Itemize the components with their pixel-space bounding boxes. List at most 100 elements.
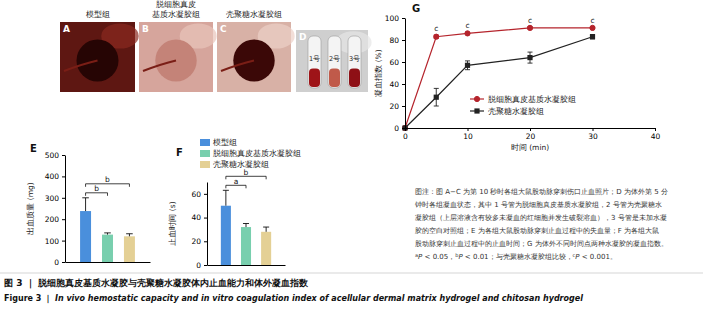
error-cap bbox=[223, 190, 229, 191]
tick: 400 bbox=[45, 172, 65, 181]
tick: 100 bbox=[45, 237, 65, 246]
tick: 60 bbox=[389, 58, 405, 67]
photo-detail bbox=[64, 61, 98, 72]
bar bbox=[261, 232, 271, 265]
tick: 500 bbox=[45, 151, 65, 160]
tick: 100 bbox=[385, 14, 405, 23]
photo-panel: B bbox=[139, 22, 217, 92]
tick-mark bbox=[204, 194, 207, 195]
error-bar bbox=[85, 198, 86, 211]
error-cap bbox=[465, 60, 470, 61]
error-cap bbox=[465, 69, 470, 70]
figure-title: 图 3 ｜ 脱细胞真皮基质水凝胶与壳聚糖水凝胶体内止血能力和体外凝血指数 bbox=[4, 278, 309, 289]
photo bbox=[296, 30, 368, 92]
plot-area bbox=[221, 190, 271, 265]
marker bbox=[590, 34, 595, 39]
error-bar bbox=[246, 224, 247, 228]
axis-line bbox=[208, 265, 286, 266]
error-cap bbox=[528, 63, 533, 64]
tube bbox=[308, 36, 321, 88]
y-axis: 0 100 200 300 400 500 bbox=[45, 151, 66, 267]
legend-marker bbox=[474, 108, 479, 113]
tick-mark bbox=[402, 84, 405, 85]
caption-line: 胶的空白对照组；E 为各组大鼠股动脉穿刺止血过程中的失血量；F 为各组大鼠 bbox=[415, 227, 659, 235]
tick-mark bbox=[468, 128, 469, 131]
tick-label: 0 bbox=[403, 132, 408, 141]
tick-label: 20 bbox=[526, 132, 536, 141]
tick-label: 10 bbox=[463, 132, 473, 141]
figure-title-en: Figure 3 ｜ In vivo hemostatic capacity a… bbox=[4, 294, 583, 304]
tick-label: 400 bbox=[45, 172, 60, 181]
tick: 40 bbox=[389, 80, 405, 89]
tick-mark bbox=[62, 241, 65, 242]
error-cap bbox=[434, 88, 439, 89]
tick-mark bbox=[405, 128, 406, 131]
legend: 脱细胞真皮基质水凝胶组壳聚糖水凝胶组 bbox=[470, 95, 576, 116]
tick-label: 100 bbox=[45, 237, 60, 246]
tick: 0 bbox=[54, 258, 65, 267]
error-cap bbox=[126, 233, 133, 234]
error-bar bbox=[266, 227, 267, 232]
group-label: 壳聚糖水凝胶组 bbox=[226, 10, 282, 19]
tube bbox=[348, 36, 361, 88]
marker bbox=[465, 31, 470, 36]
legend-swatch bbox=[200, 161, 210, 168]
tick-label: 20 bbox=[389, 102, 399, 111]
tick-label: 60 bbox=[389, 58, 399, 67]
photo-detail bbox=[221, 61, 254, 72]
tube bbox=[328, 36, 341, 88]
caption-segment: < 0.05， bbox=[422, 253, 455, 261]
legend-label: 壳聚糖水凝胶组 bbox=[213, 160, 269, 169]
plot-area bbox=[80, 198, 135, 262]
tick: 40 bbox=[191, 213, 207, 222]
tick-label: 40 bbox=[191, 213, 201, 222]
tick-mark bbox=[402, 18, 405, 19]
tick-label: 100 bbox=[385, 14, 400, 23]
caption-line: 股动脉穿刺止血过程中的止血时间；G 为体外不同时间点两种水凝胶的凝血指数。 bbox=[415, 240, 668, 248]
panel-letter: E bbox=[30, 143, 37, 154]
caption-line: 图注：图 A−C 为第 10 秒时各组大鼠股动脉穿刺伤口止血照片；D 为体外第 … bbox=[415, 188, 668, 196]
axis-title: 时间 (min) bbox=[511, 143, 549, 152]
error-cap bbox=[82, 197, 89, 198]
tick: 20 bbox=[389, 102, 405, 111]
tube-content bbox=[309, 68, 320, 87]
axis-title: 凝血指数 (%) bbox=[374, 49, 383, 96]
marker bbox=[434, 95, 439, 100]
significance-label: b bbox=[94, 184, 99, 193]
separator bbox=[0, 273, 703, 274]
x-axis bbox=[208, 265, 286, 266]
tick: 0 bbox=[196, 261, 207, 270]
y-axis: 020406080100 bbox=[385, 14, 406, 133]
x-axis: 0 10 20 30 40 bbox=[403, 128, 660, 141]
tick-mark bbox=[204, 218, 207, 219]
tick-mark bbox=[62, 219, 65, 220]
caption-segment: < 0.001。 bbox=[580, 253, 617, 261]
tick-label: 30 bbox=[588, 132, 598, 141]
group-label: 基质水凝胶组 bbox=[152, 10, 200, 19]
tick-mark bbox=[402, 62, 405, 63]
error-cap bbox=[104, 232, 111, 233]
tick-mark bbox=[62, 155, 65, 156]
tick-label: 200 bbox=[45, 215, 60, 224]
bar bbox=[80, 211, 91, 262]
line-chart: cccc020406080100010203040时间 (min)凝血指数 (%… bbox=[374, 3, 660, 152]
tick-mark bbox=[402, 128, 405, 129]
group-label: 脱细胞真皮 bbox=[156, 0, 196, 9]
bar bbox=[241, 227, 251, 265]
tick-mark bbox=[530, 128, 531, 131]
caption-line: 钟时各组凝血状态，其中 1 号管为脱细胞真皮基质水凝胶组，2 号管为壳聚糖水 bbox=[414, 201, 662, 209]
panel-letter: C bbox=[220, 24, 227, 34]
tick: 40 bbox=[651, 128, 661, 141]
axis-title: 出血质量 (mg) bbox=[26, 182, 35, 234]
tick-mark bbox=[62, 262, 65, 263]
tube-content bbox=[329, 68, 340, 87]
tick-label: 0 bbox=[54, 258, 59, 267]
panel-letter: B bbox=[142, 24, 149, 34]
tick-mark bbox=[402, 106, 405, 107]
axis-line bbox=[65, 156, 66, 263]
axis-line bbox=[207, 183, 208, 266]
tick-mark bbox=[204, 265, 207, 266]
point-label: c bbox=[465, 21, 469, 30]
tick-label: 300 bbox=[45, 194, 60, 203]
significance-label: b bbox=[244, 168, 249, 177]
